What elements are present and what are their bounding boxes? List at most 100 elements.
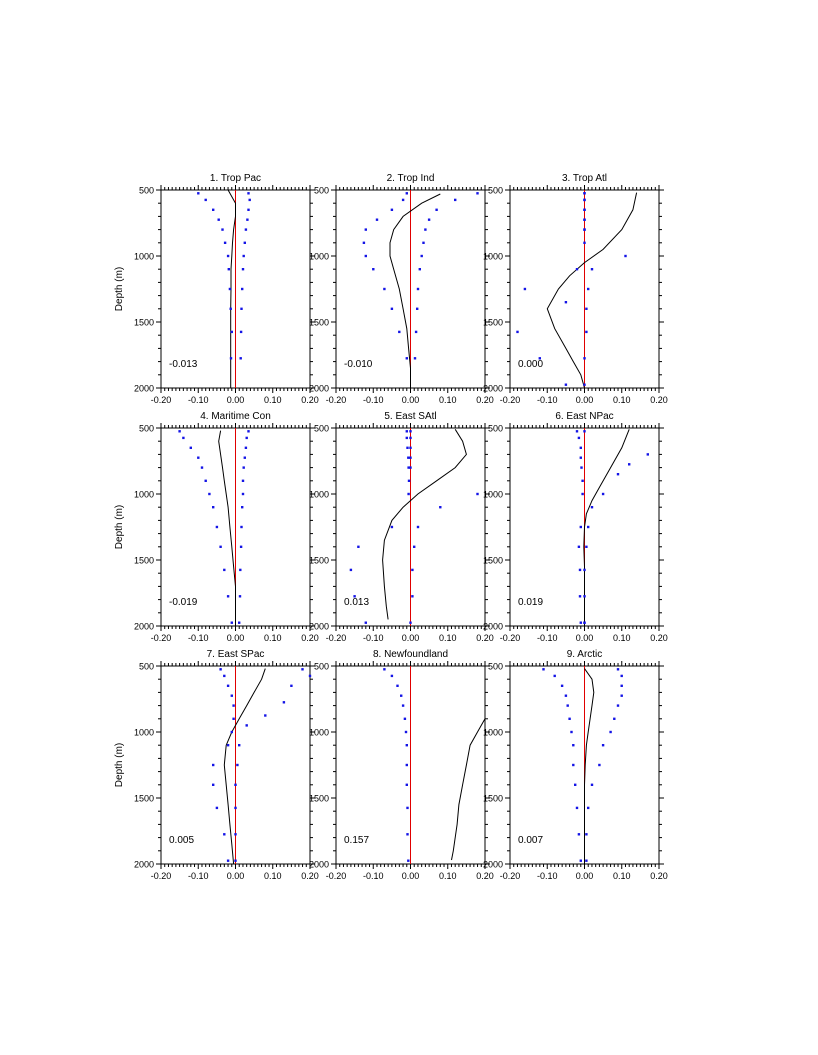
lower-bound-dot — [215, 806, 219, 810]
upper-bound-dot — [239, 357, 242, 360]
y-tick-label: 2000 — [134, 622, 154, 632]
upper-bound-dot — [439, 506, 442, 509]
panel-8: 8. Newfoundland -0.20 -0.10 0.00 0.10 0.20 500… — [309, 649, 494, 881]
upper-bound-dot — [241, 479, 245, 482]
panel-5: 5. East SAtl -0.20 -0.10 0.00 0.10 0.20 500 100… — [309, 411, 494, 643]
x-tick-label: -0.20 — [151, 871, 172, 881]
upper-bound-dot — [301, 668, 304, 671]
panel-title: 6. East NPac — [555, 411, 613, 422]
lower-bound-dot — [578, 595, 582, 598]
x-tick-label: 0.20 — [476, 633, 494, 643]
lower-bound-dot — [566, 704, 569, 707]
lower-bound-dot — [219, 668, 222, 671]
lower-bound-dot — [230, 730, 233, 734]
upper-bound-dot — [416, 287, 420, 291]
y-tick-label: 500 — [314, 662, 329, 672]
lower-bound-dot — [577, 436, 581, 440]
x-tick-label: -0.20 — [326, 871, 347, 881]
lower-bound-dot — [232, 717, 235, 720]
upper-bound-dot — [247, 208, 250, 211]
y-axis-label: Depth (m) — [114, 505, 125, 549]
upper-bound-dot — [411, 568, 414, 572]
lower-bound-dot — [372, 268, 375, 271]
upper-bound-dot — [239, 568, 242, 572]
y-tick-label: 500 — [488, 424, 503, 434]
upper-bound-dot — [583, 430, 586, 433]
lower-bound-dot — [404, 730, 408, 734]
lower-bound-dot — [579, 621, 582, 624]
x-tick-label: 0.00 — [576, 633, 594, 643]
lower-bound-dot — [560, 684, 564, 687]
y-tick-label: 2000 — [483, 384, 503, 394]
x-tick-label: 0.00 — [402, 633, 420, 643]
upper-bound-dot — [476, 192, 479, 195]
lower-bound-dot — [407, 466, 410, 469]
upper-bound-dot — [244, 446, 248, 449]
lower-bound-dot — [197, 456, 200, 459]
y-tick-label: 2000 — [309, 860, 329, 870]
y-tick-label: 1000 — [483, 728, 503, 738]
upper-bound-dot — [409, 456, 412, 459]
upper-bound-dot — [308, 674, 312, 678]
upper-bound-dot — [583, 218, 586, 221]
panel-title: 9. Arctic — [567, 649, 603, 660]
upper-bound-dot — [243, 456, 246, 459]
panel-6: 6. East NPac -0.20 -0.10 0.00 0.10 0.20 500 100… — [483, 411, 668, 643]
upper-bound-dot — [245, 724, 248, 727]
lower-bound-dot — [575, 806, 579, 810]
x-tick-label: -0.20 — [500, 871, 521, 881]
upper-bound-dot — [418, 268, 421, 271]
lower-bound-dot — [217, 218, 220, 221]
lower-bound-dot — [375, 218, 379, 221]
upper-bound-dot — [290, 684, 293, 687]
lower-bound-dot — [204, 198, 207, 202]
upper-bound-dot — [583, 208, 586, 211]
upper-bound-dot — [624, 254, 627, 258]
lower-bound-dot — [407, 492, 410, 496]
upper-bound-dot — [476, 492, 479, 496]
y-tick-label: 1500 — [483, 318, 503, 328]
panel-title: 3. Trop Atl — [562, 173, 607, 184]
upper-bound-dot — [613, 717, 616, 720]
panel-title: 1. Trop Pac — [210, 173, 261, 184]
lower-bound-dot — [568, 717, 571, 720]
upper-bound-dot — [583, 595, 586, 598]
panel-annotation-value: 0.019 — [518, 597, 543, 608]
lower-bound-dot — [407, 479, 411, 482]
panel-annotation-value: 0.000 — [518, 359, 543, 370]
y-axis-label: Depth (m) — [114, 743, 125, 787]
lower-bound-dot — [212, 783, 215, 786]
lower-bound-dot — [208, 492, 211, 496]
lower-bound-dot — [564, 694, 568, 697]
x-tick-label: 0.20 — [301, 395, 319, 405]
lower-bound-dot — [583, 241, 586, 244]
y-tick-label: 2000 — [134, 860, 154, 870]
upper-bound-dot — [583, 383, 586, 386]
y-tick-label: 1500 — [309, 556, 329, 566]
upper-bound-dot — [585, 859, 588, 862]
x-tick-label: -0.20 — [500, 633, 521, 643]
upper-bound-dot — [244, 228, 248, 231]
lower-bound-dot — [405, 192, 408, 195]
x-tick-label: 0.10 — [439, 395, 457, 405]
y-tick-label: 500 — [488, 186, 503, 196]
lower-bound-dot — [197, 192, 200, 195]
upper-bound-dot — [234, 833, 237, 836]
lower-bound-dot — [364, 228, 367, 231]
upper-bound-dot — [234, 806, 237, 810]
x-tick-label: -0.10 — [363, 395, 384, 405]
profile-line — [546, 192, 638, 389]
upper-bound-dot — [416, 525, 420, 529]
upper-bound-dot — [238, 744, 241, 747]
lower-bound-dot — [390, 674, 394, 678]
lower-bound-dot — [407, 456, 410, 459]
panel-1: 1. Trop Pac -0.20 -0.10 0.00 0.10 0.20 500 1000… — [114, 173, 319, 405]
lower-bound-dot — [579, 859, 582, 862]
y-tick-label: 2000 — [483, 860, 503, 870]
upper-bound-dot — [583, 198, 586, 202]
panel-annotation-value: 0.007 — [518, 835, 543, 846]
upper-bound-dot — [282, 701, 286, 704]
upper-bound-dot — [234, 783, 237, 786]
upper-bound-dot — [234, 859, 237, 862]
x-tick-label: 0.10 — [613, 871, 631, 881]
